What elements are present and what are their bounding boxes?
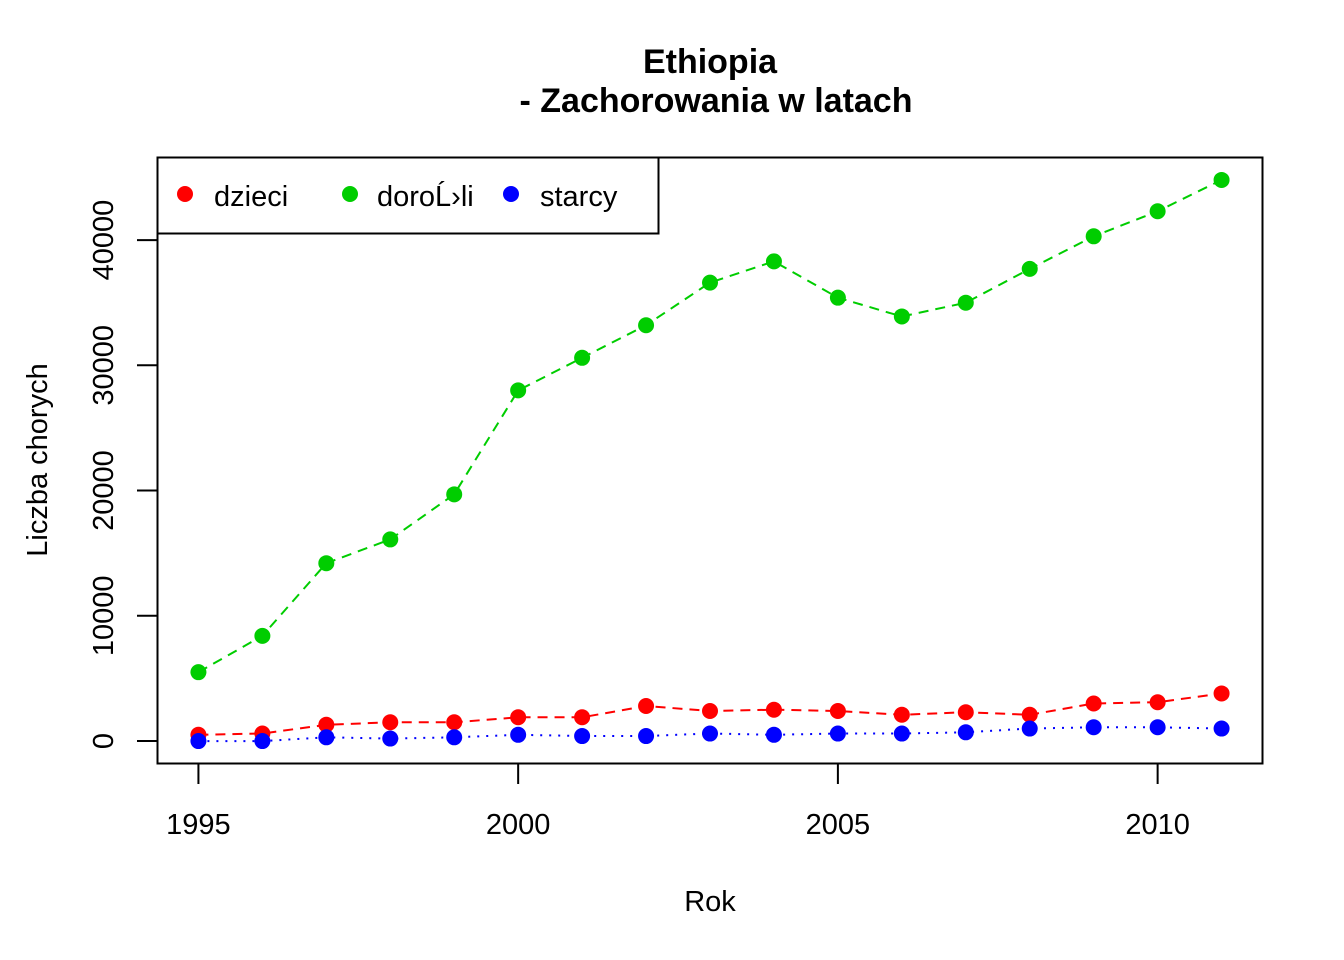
- data-point: [1085, 719, 1102, 736]
- data-point: [318, 716, 335, 733]
- chart-subtitle: - Zachorowania w latach: [520, 82, 913, 120]
- series-line: [197, 179, 1223, 674]
- data-point: [765, 701, 782, 718]
- data-point: [318, 729, 335, 746]
- data-point: [446, 714, 463, 731]
- y-axis: 0 10000 20000 30000 40000: [88, 200, 159, 749]
- data-point: [765, 253, 782, 270]
- data-point: [446, 486, 463, 503]
- data-point: [1149, 719, 1166, 736]
- data-point: [510, 382, 527, 399]
- y-tick-label: 20000: [88, 450, 120, 531]
- x-axis-label: Rok: [684, 886, 736, 918]
- data-point: [1021, 720, 1038, 737]
- data-point: [829, 725, 846, 742]
- series-doroĹ›li: [190, 171, 1230, 681]
- data-point: [574, 728, 591, 745]
- data-point: [190, 664, 207, 681]
- data-point: [510, 726, 527, 743]
- y-tick-label: 40000: [88, 200, 120, 281]
- data-point: [1149, 694, 1166, 711]
- data-point: [957, 704, 974, 721]
- x-tick-label: 1995: [166, 809, 231, 841]
- data-point: [382, 531, 399, 548]
- data-point: [446, 729, 463, 746]
- data-point: [893, 706, 910, 723]
- data-point: [702, 274, 718, 291]
- data-point: [638, 728, 655, 745]
- data-point: [957, 294, 974, 311]
- x-tick-label: 2010: [1125, 809, 1190, 841]
- data-point: [190, 733, 207, 750]
- plot-frame: [156, 156, 1264, 765]
- data-point: [893, 308, 910, 325]
- x-tick-label: 2000: [486, 809, 551, 841]
- legend-marker: [342, 186, 358, 202]
- data-point: [638, 317, 655, 334]
- data-point: [382, 714, 399, 731]
- legend-label: starcy: [540, 181, 618, 213]
- y-axis-label: Liczba chorych: [22, 363, 54, 556]
- data-point: [1213, 685, 1230, 702]
- legend-box: [156, 156, 660, 235]
- data-point: [510, 709, 527, 726]
- data-point: [829, 289, 846, 306]
- data-point: [829, 702, 846, 719]
- data-point: [574, 349, 591, 366]
- x-tick-label: 2005: [806, 809, 871, 841]
- data-point: [1021, 260, 1038, 277]
- legend-marker: [503, 186, 519, 202]
- data-point: [1149, 203, 1166, 220]
- data-point: [318, 555, 335, 572]
- data-point: [702, 725, 718, 742]
- y-tick-label: 10000: [88, 575, 120, 656]
- data-point: [1085, 695, 1102, 712]
- data-point: [254, 733, 271, 750]
- data-point: [574, 709, 591, 726]
- data-point: [1213, 171, 1230, 188]
- legend-entry: doroĹ›li: [342, 180, 474, 213]
- data-point: [254, 627, 271, 644]
- x-axis: 1995 2000 2005 2010: [166, 762, 1190, 841]
- legend-label: dzieci: [214, 181, 288, 213]
- data-point: [893, 725, 910, 742]
- chart-title: Ethiopia: [643, 43, 778, 81]
- data-point: [1085, 228, 1102, 245]
- data-point: [1021, 706, 1038, 723]
- legend-entry: starcy: [503, 181, 618, 213]
- series-starcy: [190, 719, 1230, 750]
- legend: dzieci doroĹ›li starcy: [156, 156, 660, 235]
- legend-marker: [177, 186, 193, 202]
- y-tick-label: 30000: [88, 325, 120, 406]
- data-point: [638, 697, 655, 714]
- y-tick-label: 0: [88, 733, 120, 749]
- data-point: [382, 730, 399, 747]
- legend-entry: dzieci: [177, 181, 288, 213]
- legend-label: doroĹ›li: [377, 180, 474, 213]
- series-layer: [190, 171, 1230, 750]
- data-point: [702, 702, 718, 719]
- data-point: [1213, 720, 1230, 737]
- data-point: [765, 726, 782, 743]
- data-point: [957, 724, 974, 741]
